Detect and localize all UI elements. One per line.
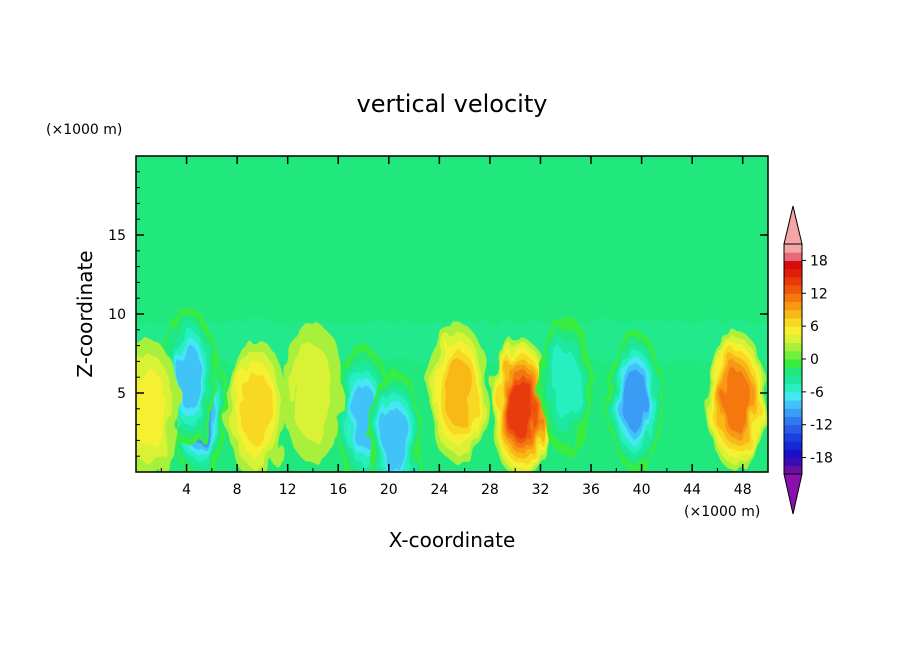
y-axis: 5 10 15: [108, 171, 768, 457]
colorbar-swatch: [784, 301, 802, 311]
colorbar-swatch: [784, 350, 802, 360]
y-unit-label: (×1000 m): [46, 122, 122, 138]
colorbar-swatch: [784, 244, 802, 253]
colorbar-tick-label: -12: [810, 418, 833, 434]
x-tick-label: 4: [182, 482, 191, 498]
colorbar-swatch: [784, 334, 802, 344]
colorbar-swatch: [784, 252, 802, 261]
contour-level: [443, 359, 473, 427]
contour-level: [382, 408, 408, 472]
colorbar-swatch: [784, 268, 802, 278]
colorbar-swatch: [784, 317, 802, 327]
contour-level: [551, 349, 580, 421]
colorbar-swatch: [784, 326, 802, 335]
colorbar-swatch: [784, 293, 802, 302]
colorbar-swatch: [784, 309, 802, 319]
contour-level: [292, 345, 334, 441]
x-unit-label: (×1000 m): [684, 504, 760, 520]
colorbar-tick-label: 0: [810, 352, 819, 368]
x-tick-label: 36: [582, 482, 600, 498]
plot-area: [136, 156, 768, 472]
colorbar-swatch: [784, 260, 802, 270]
colorbar-swatch: [784, 416, 802, 426]
velocity-cell: [608, 330, 663, 471]
y-tick-label: 5: [117, 386, 126, 402]
x-tick-label: 40: [633, 482, 651, 498]
colorbar-swatch: [784, 285, 802, 294]
velocity-cell: [368, 370, 423, 472]
colorbar-swatch: [784, 276, 802, 286]
colorbar-swatch: [784, 359, 802, 368]
y-tick-label: 15: [108, 228, 126, 244]
colorbar-swatch: [784, 342, 802, 352]
x-tick-label: 20: [380, 482, 398, 498]
colorbar-under-arrow: [783, 473, 803, 515]
x-tick-label: 32: [532, 482, 550, 498]
velocity-cell: [538, 315, 593, 456]
velocity-cell: [136, 338, 179, 472]
colorbar-swatch: [784, 391, 802, 401]
velocity-cell: [226, 338, 287, 472]
upper-band: [136, 156, 768, 314]
x-tick-label: 24: [430, 482, 448, 498]
x-tick-label: 12: [279, 482, 297, 498]
y-tick-label: 10: [108, 307, 126, 323]
x-axis: 4 8 12 16 20 24 28 32 36 40 44 48: [160, 156, 752, 498]
colorbar-swatch: [784, 400, 802, 409]
x-axis-title: X-coordinate: [389, 528, 516, 552]
colorbar-swatch: [784, 375, 802, 385]
colorbar-swatch: [784, 367, 802, 376]
colorbar-swatch: [784, 383, 802, 393]
contour-level: [240, 372, 272, 445]
colorbar-tick-label: -18: [810, 451, 833, 467]
contour-level: [136, 369, 166, 449]
colorbar-tick-label: -6: [810, 385, 824, 401]
velocity-cell: [706, 330, 767, 471]
velocity-cell: [336, 346, 391, 472]
y-axis-title: Z-coordinate: [73, 250, 97, 377]
contour-level: [176, 345, 202, 410]
x-tick-label: 28: [481, 482, 499, 498]
colorbar-swatch: [784, 441, 802, 450]
colorbar-tick-label: 6: [810, 319, 819, 335]
colorbar-tick-label: 12: [810, 286, 828, 302]
colorbar-swatch: [784, 449, 802, 459]
colorbar: 18 12 6 0 -6 -12 -18: [783, 205, 833, 515]
colorbar-over-arrow: [783, 205, 803, 245]
contour-level: [623, 369, 648, 432]
x-tick-label: 44: [683, 482, 701, 498]
colorbar-tick-label: 18: [810, 253, 828, 269]
velocity-cell: [491, 338, 552, 472]
colorbar-swatch: [784, 465, 802, 475]
velocity-cell: [162, 307, 217, 448]
velocity-cell: [282, 323, 343, 463]
colorbar-swatch: [784, 432, 802, 442]
colorbar-swatch: [784, 408, 802, 417]
x-tick-label: 48: [734, 482, 752, 498]
velocity-field: [136, 156, 768, 472]
chart-title: vertical velocity: [357, 90, 548, 118]
colorbar-swatch: [784, 424, 802, 434]
velocity-cell: [428, 323, 489, 463]
x-tick-label: 16: [329, 482, 347, 498]
colorbar-swatch: [784, 457, 802, 467]
x-tick-label: 8: [233, 482, 242, 498]
contour-level: [508, 379, 535, 439]
contour-level: [723, 369, 750, 432]
